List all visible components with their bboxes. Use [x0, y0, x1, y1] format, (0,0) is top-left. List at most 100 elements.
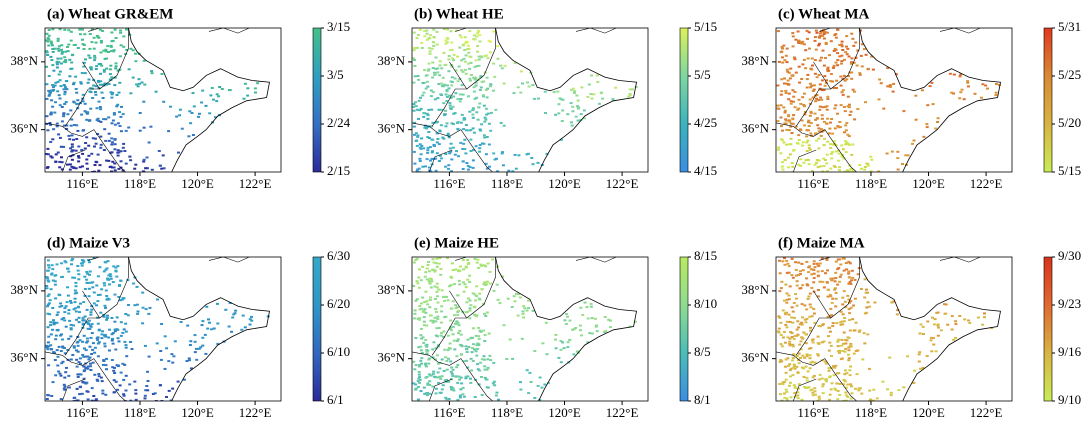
crop-pixel: [845, 46, 848, 48]
crop-pixel: [419, 143, 422, 145]
crop-pixel: [92, 362, 95, 364]
crop-pixel: [418, 100, 421, 102]
crop-pixel: [784, 159, 787, 161]
crop-pixel: [125, 355, 128, 357]
crop-pixel: [461, 393, 464, 395]
crop-pixel: [87, 358, 90, 360]
crop-pixel: [806, 140, 809, 142]
crop-pixel: [840, 345, 843, 347]
crop-pixel: [790, 368, 793, 370]
crop-pixel: [194, 351, 197, 353]
crop-pixel: [481, 358, 484, 360]
crop-pixel: [555, 347, 558, 349]
crop-pixel: [479, 264, 482, 266]
crop-pixel: [63, 93, 66, 95]
crop-pixel: [890, 302, 893, 304]
crop-pixel: [864, 312, 867, 314]
crop-pixel: [833, 165, 836, 167]
crop-pixel: [412, 106, 415, 108]
crop-pixel: [469, 307, 472, 309]
crop-pixel: [793, 302, 796, 304]
crop-pixel: [986, 88, 989, 90]
crop-pixel: [816, 124, 819, 126]
crop-pixel: [787, 295, 790, 297]
crop-pixel: [63, 103, 66, 105]
crop-pixel: [453, 348, 456, 350]
crop-pixel: [848, 56, 851, 58]
crop-pixel: [104, 118, 107, 120]
crop-pixel: [114, 124, 117, 126]
crop-pixel: [588, 84, 591, 86]
crop-pixel: [82, 317, 85, 319]
crop-pixel: [797, 262, 800, 264]
crop-pixel: [85, 159, 88, 161]
crop-pixel: [865, 289, 868, 291]
crop-pixel: [849, 114, 852, 116]
crop-pixel: [421, 297, 424, 299]
crop-pixel: [823, 38, 826, 40]
crop-pixel: [489, 271, 492, 273]
crop-pixel: [71, 134, 74, 136]
coastline: [860, 28, 1001, 172]
crop-pixel: [830, 314, 833, 316]
crop-pixel: [117, 155, 120, 157]
crop-pixel: [54, 338, 57, 340]
crop-pixel: [805, 308, 808, 310]
panel-title: (f) Maize MA: [778, 235, 865, 251]
crop-pixel: [80, 262, 83, 264]
crop-pixel: [455, 366, 458, 368]
crop-pixel: [444, 379, 447, 381]
crop-pixel: [63, 311, 66, 313]
crop-pixel: [435, 291, 438, 293]
crop-pixel: [926, 355, 929, 357]
crop-pixel: [472, 109, 475, 111]
crop-pixel: [59, 71, 62, 73]
crop-pixel: [462, 44, 465, 46]
crop-pixel: [58, 45, 61, 47]
crop-pixel: [604, 330, 607, 332]
x-tick-label: 122°E: [606, 176, 639, 191]
crop-pixel: [75, 285, 78, 287]
crop-pixel: [786, 336, 789, 338]
crop-pixel: [83, 335, 86, 337]
crop-pixel: [161, 73, 164, 75]
crop-pixel: [814, 36, 817, 38]
crop-pixel: [437, 382, 440, 384]
crop-pixel: [426, 86, 429, 88]
crop-pixel: [571, 106, 574, 108]
crop-pixel: [782, 106, 785, 108]
crop-pixel: [47, 341, 50, 343]
crop-pixel: [851, 38, 854, 40]
crop-pixel: [426, 33, 429, 35]
crop-pixel: [445, 360, 448, 362]
crop-pixel: [61, 161, 64, 163]
crop-pixel: [462, 128, 465, 130]
crop-pixel: [428, 373, 431, 375]
crop-pixel: [143, 159, 146, 161]
crop-pixel: [471, 347, 474, 349]
crop-pixel: [438, 327, 441, 329]
crop-pixel: [515, 168, 518, 170]
crop-pixel: [61, 106, 64, 108]
crop-pixel: [242, 315, 245, 317]
crop-pixel: [82, 320, 85, 322]
crop-pixel: [780, 343, 783, 345]
crop-pixel: [57, 371, 60, 373]
crop-pixel: [70, 324, 73, 326]
crop-pixel: [92, 342, 95, 344]
crop-pixel: [590, 75, 593, 77]
x-tick-label: 122°E: [606, 405, 639, 420]
crop-pixel: [159, 350, 162, 352]
crop-pixel: [803, 124, 806, 126]
crop-pixel: [469, 378, 472, 380]
crop-pixel: [841, 41, 844, 43]
crop-pixel: [438, 143, 441, 145]
y-tick-label: 38°N: [741, 53, 769, 68]
crop-pixel: [444, 43, 447, 45]
crop-pixel: [208, 112, 211, 114]
crop-pixel: [477, 106, 480, 108]
crop-pixel: [76, 99, 79, 101]
crop-pixel: [445, 94, 448, 96]
crop-pixel: [80, 114, 83, 116]
crop-pixel: [843, 332, 846, 334]
